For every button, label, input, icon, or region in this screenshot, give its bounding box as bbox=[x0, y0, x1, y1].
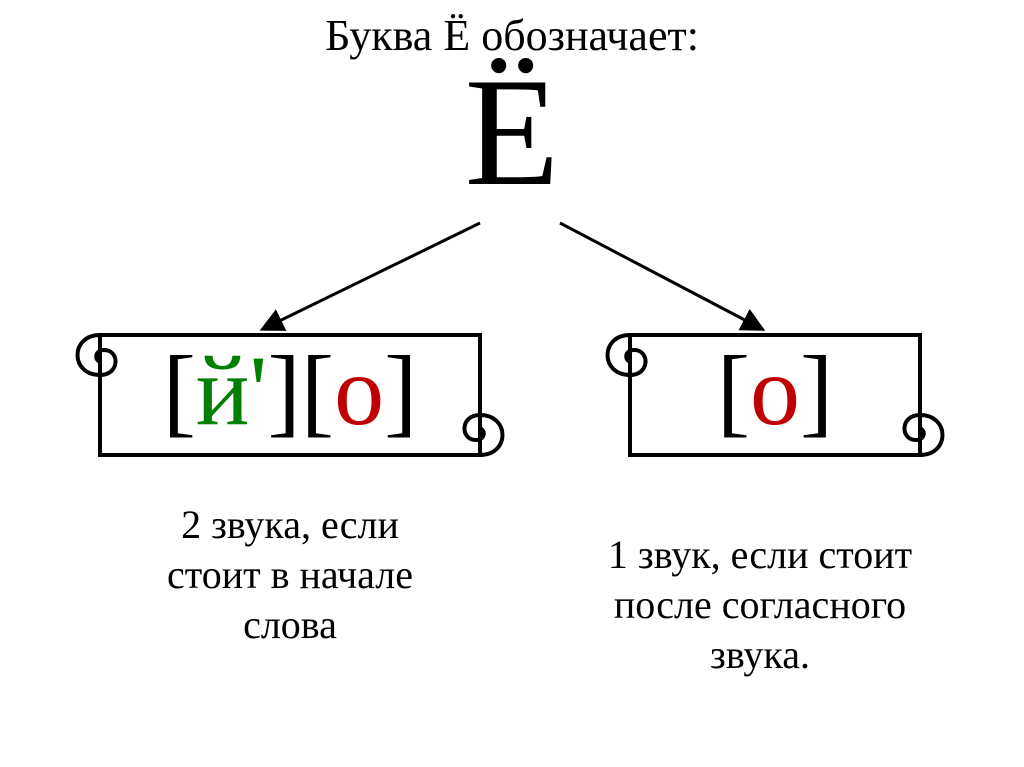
caption-left-line1: 2 звука, если bbox=[181, 502, 399, 547]
phoneme-left-container: [й'][о] bbox=[100, 316, 480, 466]
caption-right-line3: звука. bbox=[710, 632, 810, 677]
phoneme-o-left: о bbox=[334, 341, 384, 441]
bracket-close-2: ] bbox=[384, 341, 417, 441]
caption-right-line1: 1 звук, если стоит bbox=[608, 532, 912, 577]
main-letter: Ё bbox=[0, 55, 1024, 210]
caption-right: 1 звук, если стоит после согласного звук… bbox=[520, 530, 1000, 680]
caption-left-line3: слова bbox=[243, 602, 337, 647]
caption-left-line2: стоит в начале bbox=[167, 552, 413, 597]
caption-right-line2: после согласного bbox=[614, 582, 906, 627]
phoneme-y: й' bbox=[196, 341, 268, 441]
bracket-close-3: ] bbox=[800, 341, 833, 441]
phoneme-right-container: [о] bbox=[630, 316, 920, 466]
caption-left: 2 звука, если стоит в начале слова bbox=[80, 500, 500, 650]
bracket-open-1: [ bbox=[163, 341, 196, 441]
bracket-close-1: ] bbox=[267, 341, 300, 441]
phoneme-o-right: о bbox=[750, 341, 800, 441]
bracket-open-2: [ bbox=[301, 341, 334, 441]
bracket-open-3: [ bbox=[717, 341, 750, 441]
